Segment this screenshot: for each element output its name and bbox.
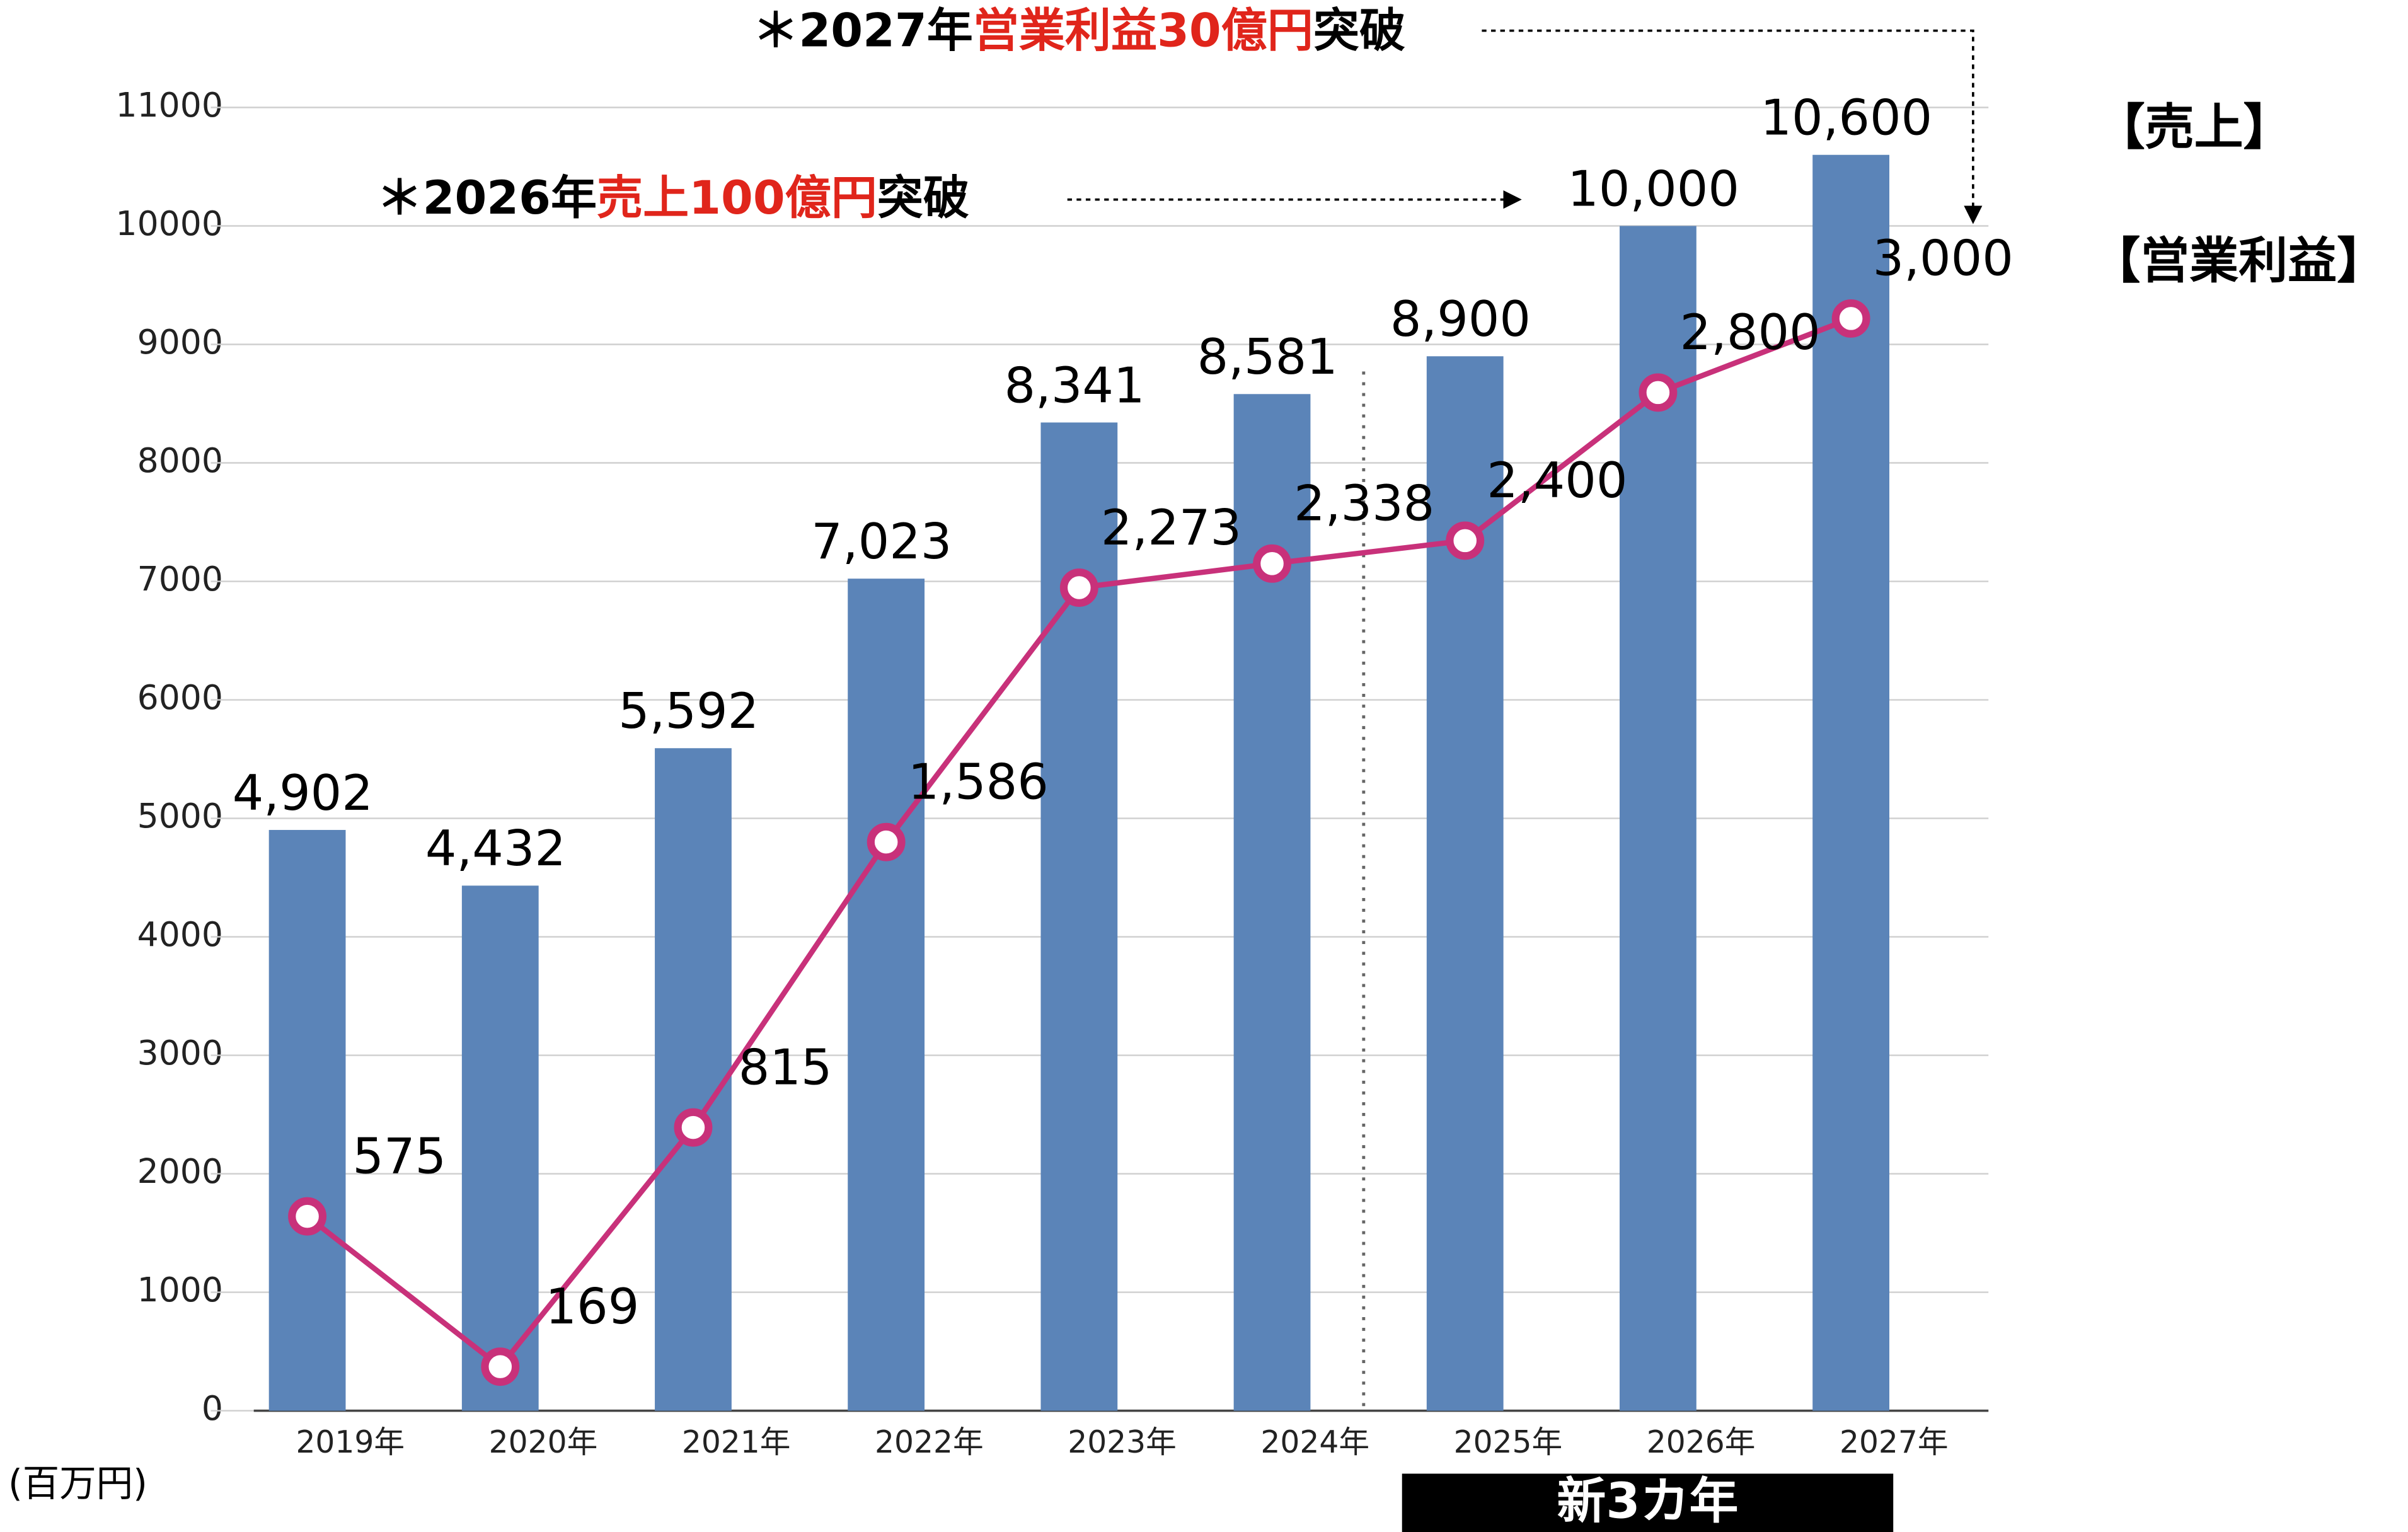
marker <box>1059 568 1098 607</box>
value-label: 2,338 <box>1294 476 1434 533</box>
x-tick-label: 2025年 <box>1454 1425 1563 1460</box>
value-label: 2,273 <box>1101 500 1241 556</box>
value-label: 8,341 <box>1004 357 1144 414</box>
x-tick-label: 2022年 <box>875 1425 984 1460</box>
y-tick-label: 11000 <box>116 85 223 125</box>
marker <box>288 1197 327 1236</box>
annotation: ＊2027年営業利益30億円突破 <box>752 4 1405 58</box>
x-tick-label: 2024年 <box>1260 1425 1369 1460</box>
y-tick-label: 8000 <box>137 441 223 480</box>
value-label: 1,586 <box>908 754 1049 810</box>
period-label: 新3カ年 <box>1557 1473 1738 1530</box>
bar <box>268 829 346 1411</box>
x-tick-label: 2026年 <box>1647 1425 1756 1460</box>
y-tick-label: 9000 <box>137 322 223 362</box>
value-label: 815 <box>739 1039 832 1096</box>
marker <box>1831 299 1870 338</box>
x-tick-label: 2023年 <box>1068 1425 1177 1460</box>
annotation-part: ＊2027年 <box>752 4 972 58</box>
value-label: 3,000 <box>1873 231 2013 287</box>
legend-label: 【営業利益】 <box>2091 233 2386 289</box>
marker <box>1446 521 1485 560</box>
value-label: 10,600 <box>1760 90 1932 147</box>
value-label: 10,000 <box>1567 161 1739 217</box>
arrow <box>1482 29 1983 224</box>
marker <box>1253 544 1291 583</box>
y-tick-label: 7000 <box>137 559 223 599</box>
x-tick-label: 2021年 <box>682 1425 791 1460</box>
unit-label: (百万円) <box>8 1462 147 1505</box>
x-tick-label: 2020年 <box>489 1425 598 1460</box>
marker <box>1639 373 1678 412</box>
annotation: ＊2026年売上100億円突破 <box>377 171 969 225</box>
value-label: 8,581 <box>1197 329 1338 386</box>
annotation-part: ＊2026年 <box>377 171 597 225</box>
y-tick-label: 6000 <box>137 677 223 717</box>
bar <box>1620 226 1697 1411</box>
value-label: 4,902 <box>233 765 373 822</box>
y-tick-label: 5000 <box>137 796 223 836</box>
annotation-part: 突破 <box>877 171 969 225</box>
period-box <box>1402 1473 1894 1532</box>
annotation-part: 営業利益30億円 <box>973 4 1313 58</box>
bar <box>1812 154 1889 1411</box>
y-tick-label: 2000 <box>137 1151 223 1191</box>
value-label: 4,432 <box>425 821 566 877</box>
value-label: 169 <box>546 1279 640 1335</box>
y-tick-label: 0 <box>202 1388 223 1428</box>
x-tick-label: 2027年 <box>1840 1425 1949 1460</box>
value-label: 5,592 <box>618 683 759 740</box>
value-label: 2,400 <box>1487 452 1627 509</box>
marker <box>481 1347 520 1386</box>
value-label: 2,800 <box>1679 304 1820 361</box>
annotation-part: 突破 <box>1313 4 1405 58</box>
value-label: 575 <box>352 1128 446 1185</box>
value-label: 8,900 <box>1390 291 1531 348</box>
plot: 0 1000 2000 3000 4000 5000 6000 7000 8000 9000 100… <box>116 85 2013 1460</box>
bar <box>655 748 732 1411</box>
x-tick-label: 2019年 <box>296 1425 405 1460</box>
marker <box>674 1108 713 1147</box>
bar <box>848 579 925 1411</box>
y-tick-label: 4000 <box>137 914 223 954</box>
value-label: 7,023 <box>811 514 952 570</box>
marker <box>867 822 906 861</box>
y-tick-label: 10000 <box>116 204 223 243</box>
y-tick-label: 3000 <box>137 1033 223 1073</box>
bar <box>461 885 539 1411</box>
annotation-part: 売上100億円 <box>597 171 877 225</box>
bar <box>1426 356 1504 1411</box>
y-tick-label: 1000 <box>137 1270 223 1310</box>
legend-label: 【売上】 <box>2096 100 2293 156</box>
